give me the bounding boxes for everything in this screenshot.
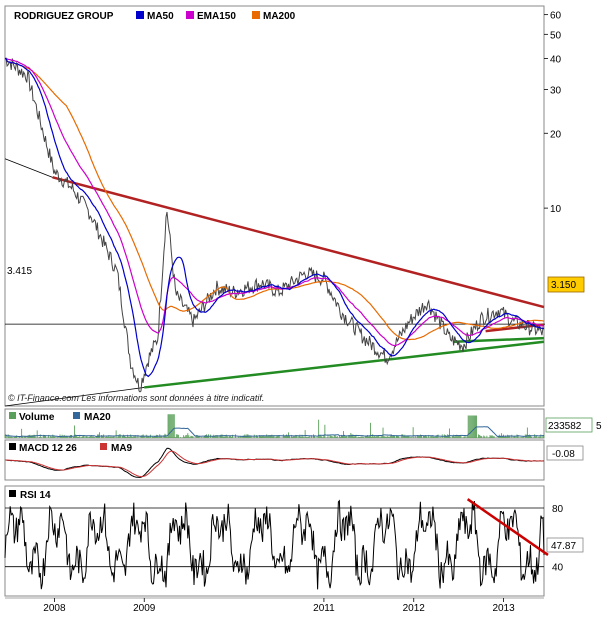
volume-panel-frame (4, 408, 545, 439)
resistance-extension-line (4, 158, 53, 178)
rsi-panel: 80 40 RSI 14 47.87 (4, 485, 584, 597)
rsi-legend-label: RSI 14 (20, 490, 51, 501)
last-price-label: 3.150 (551, 280, 576, 291)
volume-last-value-cut: 5 (596, 421, 602, 432)
copyright-note: © IT-Finance.com Les informations sont d… (8, 393, 264, 403)
x-axis: 2008 2009 2011 2012 2013 (5, 597, 544, 614)
x-tick-label: 2008 (43, 603, 66, 614)
ma50-series (4, 57, 544, 378)
price-series (4, 57, 545, 393)
reference-level-label: 3.415 (7, 266, 32, 277)
rsi-tick-label: 80 (552, 504, 564, 515)
x-tick-label: 2011 (313, 603, 335, 614)
ma50-legend-swatch (136, 11, 144, 19)
ma200-legend-swatch (252, 11, 260, 19)
price-panel-frame (4, 5, 545, 407)
rsi-trendline (466, 498, 549, 556)
price-trendline (52, 176, 545, 309)
rsi-legend-swatch (9, 490, 16, 497)
volume-ma20-legend-label: MA20 (84, 412, 111, 423)
macd-signal-series (5, 450, 544, 478)
ma200-legend-label: MA200 (263, 11, 296, 22)
volume-legend-swatch (9, 412, 16, 419)
x-tick-label: 2012 (403, 603, 426, 614)
ema150-legend-swatch (186, 11, 194, 19)
support-extension-line (4, 387, 145, 407)
volume-panel: Volume MA20 233582 5 (4, 408, 602, 439)
price-tick-label: 20 (550, 129, 562, 140)
price-tick-label: 10 (550, 204, 562, 215)
x-tick-label: 2013 (492, 603, 515, 614)
volume-value-box (545, 417, 593, 433)
macd-value-box (546, 445, 584, 461)
rsi-last-value: 47.87 (551, 541, 576, 552)
volume-last-value: 233582 (548, 421, 582, 432)
chart-title: RODRIGUEZ GROUP (14, 11, 114, 22)
volume-ma20-legend-swatch (73, 412, 80, 419)
rsi-value-box (546, 537, 584, 553)
rsi-panel-frame (4, 485, 545, 597)
price-tick-label: 60 (550, 11, 562, 22)
ma50-legend-label: MA50 (147, 11, 174, 22)
price-tick-label: 50 (550, 30, 562, 41)
last-price-badge (547, 276, 585, 293)
ma200-series (4, 57, 545, 341)
macd-panel: MACD 12 26 MA9 -0.08 (4, 439, 584, 481)
rsi-series (4, 499, 545, 590)
macd-legend-label: MACD 12 26 (19, 443, 77, 454)
price-tick-label: 40 (550, 54, 562, 65)
macd-legend-swatch (9, 443, 16, 450)
volume-ma20-series (4, 426, 545, 438)
volume-legend-label: Volume (19, 412, 55, 423)
ema150-legend-label: EMA150 (197, 11, 236, 22)
price-trendline (144, 340, 545, 389)
macd-signal-legend-swatch (100, 443, 107, 450)
x-tick-label: 2009 (133, 603, 156, 614)
price-tick-label: 30 (550, 85, 562, 96)
rsi-tick-label: 40 (552, 563, 564, 574)
price-trendline (454, 336, 545, 344)
macd-signal-legend-label: MA9 (111, 443, 133, 454)
macd-last-value: -0.08 (552, 449, 575, 460)
ema150-series (5, 57, 545, 347)
